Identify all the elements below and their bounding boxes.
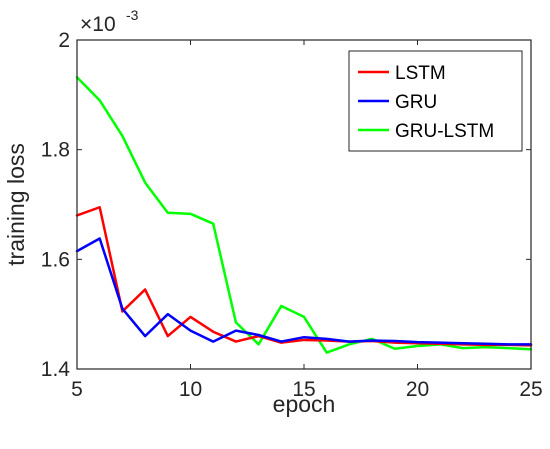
legend-label-lstm: LSTM bbox=[395, 63, 446, 84]
y-exponent-base: ×10 bbox=[80, 13, 116, 36]
y-axis-label: training loss bbox=[3, 143, 29, 266]
series-layer bbox=[75, 76, 533, 354]
series-line-gru bbox=[75, 237, 533, 346]
y-tick-label: 2 bbox=[58, 29, 70, 52]
y-tick-label: 1.6 bbox=[41, 248, 70, 271]
legend: LSTM GRU GRU-LSTM bbox=[348, 50, 523, 152]
legend-entry-gru-lstm: GRU-LSTM bbox=[358, 121, 494, 142]
legend-entry-gru: GRU bbox=[358, 92, 437, 113]
x-tick-label: 15 bbox=[292, 378, 315, 401]
x-axis-label: epoch bbox=[273, 391, 336, 417]
tick-layer: 5 10 15 20 25 1.4 1.6 1.8 2 bbox=[41, 29, 543, 401]
x-tick-label: 20 bbox=[406, 378, 429, 401]
series-line-gru-lstm bbox=[75, 76, 533, 354]
legend-label-gru: GRU bbox=[395, 92, 437, 113]
y-tick-label: 1.8 bbox=[41, 139, 70, 162]
x-tick-label: 5 bbox=[71, 378, 83, 401]
x-tick-label: 25 bbox=[519, 378, 542, 401]
legend-entry-lstm: LSTM bbox=[358, 63, 446, 84]
x-tick-label: 10 bbox=[179, 378, 202, 401]
y-tick-label: 1.4 bbox=[41, 358, 71, 381]
y-exponent-power: -3 bbox=[126, 7, 139, 23]
legend-label-gru-lstm: GRU-LSTM bbox=[395, 121, 494, 142]
